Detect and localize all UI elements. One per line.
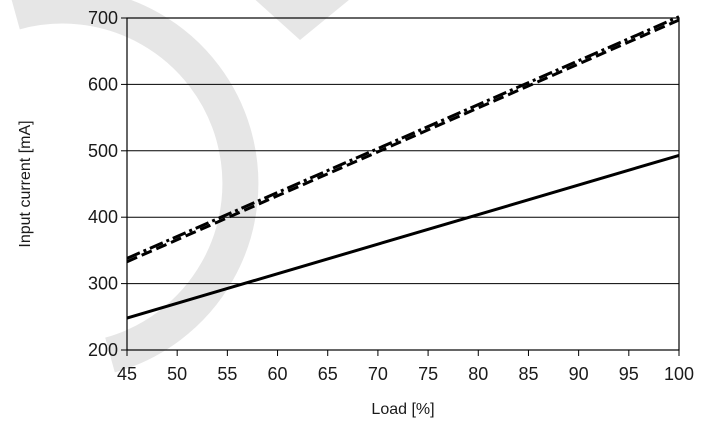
x-tick-label: 95 [619,364,639,384]
y-axis-ticks: 200 300 400 500 600 700 [88,8,127,360]
x-tick-label: 85 [518,364,538,384]
x-tick-label: 75 [418,364,438,384]
x-axis-ticks: 45 50 55 60 65 70 75 80 85 90 95 100 [117,350,694,384]
x-tick-label: 55 [217,364,237,384]
x-tick-label: 50 [167,364,187,384]
x-tick-label: 80 [468,364,488,384]
y-tick-label: 700 [88,8,118,28]
x-tick-label: 65 [318,364,338,384]
x-axis-label: Load [%] [371,401,434,418]
series-line-2 [126,18,680,264]
x-tick-label: 45 [117,364,137,384]
y-axis-label: Input current [mA] [17,120,34,247]
watermark [11,0,349,373]
x-tick-label: 70 [368,364,388,384]
y-tick-label: 600 [88,74,118,94]
series-group [126,15,680,320]
plot-frame [126,17,680,351]
watermark-stroke [255,0,349,40]
x-tick-label: 60 [268,364,288,384]
y-tick-label: 200 [88,340,118,360]
x-tick-label: 90 [569,364,589,384]
x-tick-label: 100 [664,364,694,384]
watermark-stroke [11,0,259,373]
series-line-3 [126,153,680,320]
series-line-1 [126,15,680,260]
y-tick-label: 500 [88,141,118,161]
y-tick-label: 300 [88,274,118,294]
y-tick-label: 400 [88,207,118,227]
